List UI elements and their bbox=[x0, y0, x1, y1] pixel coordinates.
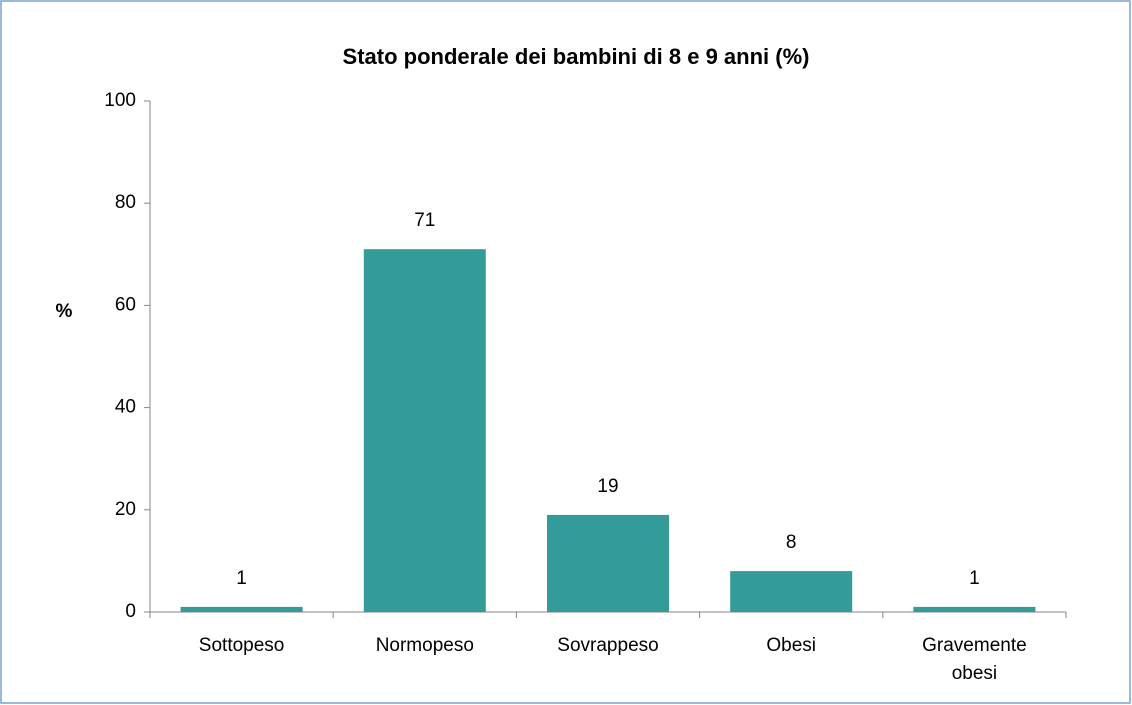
x-tick-label: Sottopeso bbox=[199, 635, 285, 656]
bar bbox=[913, 606, 1036, 612]
data-label: 19 bbox=[597, 476, 618, 497]
x-tick-label: Sovrappeso bbox=[557, 635, 658, 656]
bar bbox=[180, 606, 303, 612]
bar bbox=[546, 514, 670, 612]
y-tick-label: 100 bbox=[104, 90, 136, 111]
x-tick-label: Gravemente obesi bbox=[922, 635, 1027, 684]
x-tick-label: Normopeso bbox=[376, 635, 474, 656]
data-label: 8 bbox=[786, 532, 797, 553]
bar bbox=[730, 571, 853, 612]
chart-title: Stato ponderale dei bambini di 8 e 9 ann… bbox=[343, 44, 810, 69]
x-tick-label: Obesi bbox=[766, 635, 816, 656]
y-tick-label: 40 bbox=[115, 397, 136, 418]
y-tick-label: 20 bbox=[115, 499, 136, 520]
bar bbox=[363, 249, 486, 612]
y-tick-label: 80 bbox=[115, 192, 136, 213]
y-tick-label: 0 bbox=[125, 601, 136, 622]
y-axis-label: % bbox=[56, 301, 73, 322]
y-tick-label: 60 bbox=[115, 294, 136, 315]
data-label: 71 bbox=[414, 210, 435, 231]
data-label: 1 bbox=[969, 568, 980, 589]
data-label: 1 bbox=[236, 568, 247, 589]
